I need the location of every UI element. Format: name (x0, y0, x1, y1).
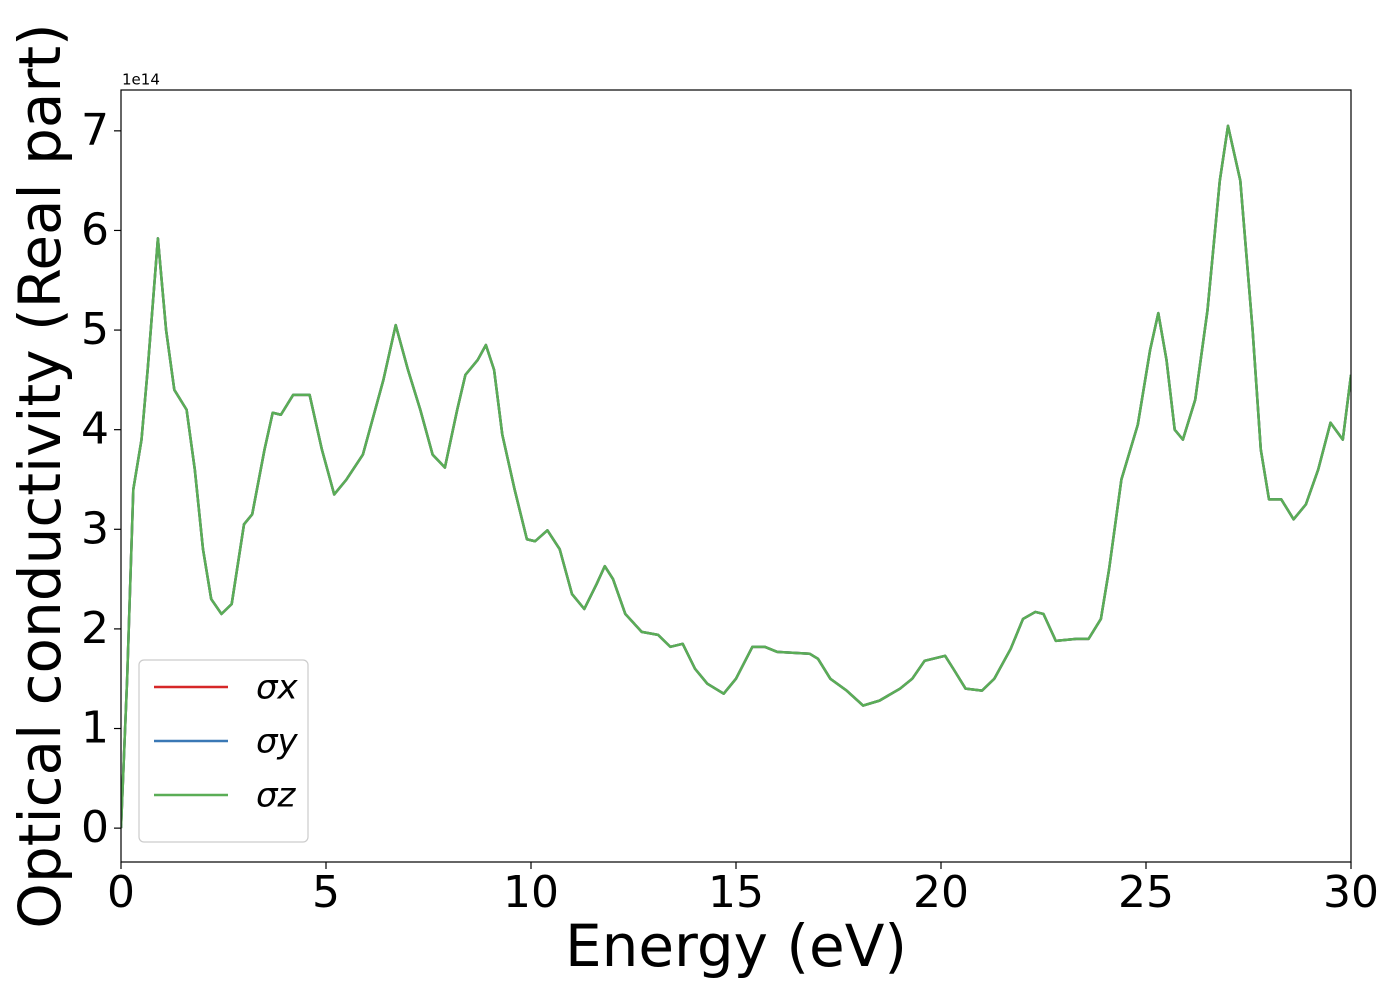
y-tick-label: 3 (81, 503, 109, 554)
legend-box (138, 659, 309, 843)
y-tick-label: 2 (81, 603, 109, 654)
x-tick-label: 0 (107, 867, 135, 918)
offset-label: 1e14 (122, 71, 160, 89)
y-tick-label: 1 (81, 703, 109, 754)
x-tick-label: 5 (312, 867, 340, 918)
y-axis-label: Optical conductivity (Real part) (6, 23, 74, 928)
series-line (121, 124, 1351, 829)
x-tick-label: 30 (1323, 867, 1379, 918)
x-tick-label: 15 (708, 867, 764, 918)
y-tick-label: 5 (81, 304, 109, 355)
legend-label: σx (256, 668, 299, 708)
y-tick-label: 7 (81, 105, 109, 156)
y-tick-label: 4 (81, 404, 109, 455)
legend-label: σz (256, 776, 297, 816)
y-tick-label: 6 (81, 204, 109, 255)
x-tick-label: 25 (1118, 867, 1174, 918)
legend-label: σy (256, 722, 299, 762)
x-tick-label: 20 (913, 867, 969, 918)
x-tick-label: 10 (503, 867, 559, 918)
y-tick-label: 0 (81, 802, 109, 853)
plot-frame (120, 89, 1352, 863)
x-axis-label: Energy (eV) (565, 912, 907, 980)
